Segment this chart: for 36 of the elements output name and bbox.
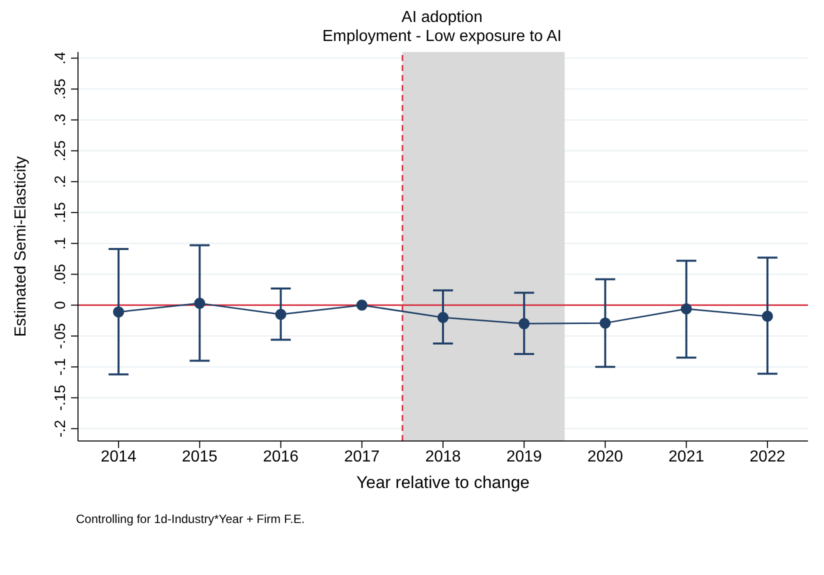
x-tick-label: 2018 bbox=[425, 448, 461, 466]
y-tick-label: .25 bbox=[52, 140, 69, 162]
x-tick-label: 2020 bbox=[587, 448, 624, 466]
y-tick-label: -.15 bbox=[52, 384, 69, 411]
x-tick-label: 2016 bbox=[262, 448, 299, 466]
point bbox=[438, 312, 448, 324]
point bbox=[518, 318, 530, 330]
y-tick-label: .1 bbox=[52, 237, 69, 250]
point bbox=[600, 318, 611, 329]
point bbox=[356, 300, 368, 311]
y-tick-label: 0 bbox=[52, 300, 69, 310]
y-tick-label: .4 bbox=[52, 52, 69, 64]
chart-subtitle: Employment - Low exposure to AI bbox=[321, 27, 563, 46]
y-tick-label: .15 bbox=[52, 202, 69, 223]
x-tick-label: 2015 bbox=[182, 448, 218, 466]
x-tick-label: 2014 bbox=[100, 448, 136, 466]
point bbox=[762, 310, 773, 322]
x-tick-label: 2022 bbox=[750, 448, 786, 466]
point bbox=[113, 306, 124, 318]
y-tick-label: -.05 bbox=[52, 323, 69, 349]
y-tick-label: -.1 bbox=[52, 358, 69, 376]
text: Controlling for 1d-Industry*Year + Firm F.E. bbox=[76, 512, 306, 526]
y-tick-label: -.2 bbox=[52, 420, 69, 438]
point bbox=[680, 303, 692, 314]
y-axis-title: Estimated Semi-Elasticity bbox=[12, 156, 30, 337]
chart-title: AI adoption bbox=[400, 8, 484, 27]
y-tick-label: .05 bbox=[52, 264, 69, 285]
x-tick-label: 2017 bbox=[344, 448, 380, 466]
point bbox=[194, 298, 206, 309]
y-tick-label: .3 bbox=[52, 114, 69, 126]
y-tick-label: .35 bbox=[52, 78, 69, 100]
y-tick-label: .2 bbox=[52, 175, 69, 188]
x-tick-label: 2019 bbox=[506, 448, 542, 466]
point bbox=[275, 308, 286, 320]
x-axis-title: Year relative to change bbox=[356, 473, 530, 492]
x-tick-label: 2021 bbox=[668, 448, 704, 466]
